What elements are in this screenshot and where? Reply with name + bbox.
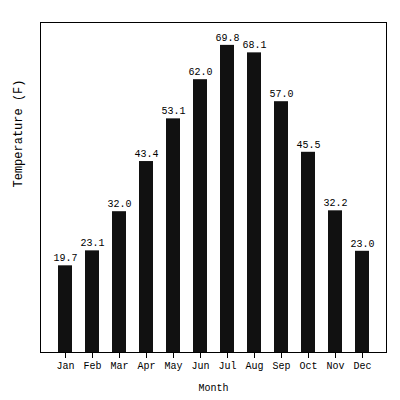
svg-text:68.1: 68.1	[242, 40, 266, 51]
svg-text:23.0: 23.0	[350, 239, 374, 250]
svg-text:Jul: Jul	[218, 361, 236, 372]
svg-text:Dec: Dec	[353, 361, 371, 372]
svg-text:Apr: Apr	[137, 361, 155, 372]
svg-text:Jun: Jun	[191, 361, 209, 372]
svg-text:43.4: 43.4	[134, 149, 158, 160]
svg-text:Temperature (F): Temperature (F)	[12, 79, 26, 187]
svg-text:32.0: 32.0	[107, 199, 131, 210]
svg-text:45.5: 45.5	[296, 140, 320, 151]
svg-text:Month: Month	[198, 383, 228, 394]
svg-text:Feb: Feb	[83, 361, 101, 372]
svg-text:53.1: 53.1	[161, 106, 185, 117]
svg-text:32.2: 32.2	[323, 198, 347, 209]
svg-text:May: May	[164, 361, 182, 372]
svg-text:Jan: Jan	[56, 361, 74, 372]
svg-text:Sep: Sep	[272, 361, 290, 372]
svg-text:Aug: Aug	[245, 361, 263, 372]
svg-text:23.1: 23.1	[80, 238, 104, 249]
svg-text:57.0: 57.0	[269, 89, 293, 100]
svg-text:Mar: Mar	[110, 361, 128, 372]
svg-text:69.8: 69.8	[215, 33, 239, 44]
svg-text:19.7: 19.7	[53, 253, 77, 264]
svg-text:Nov: Nov	[326, 361, 344, 372]
svg-text:62.0: 62.0	[188, 67, 212, 78]
svg-text:Oct: Oct	[299, 361, 317, 372]
